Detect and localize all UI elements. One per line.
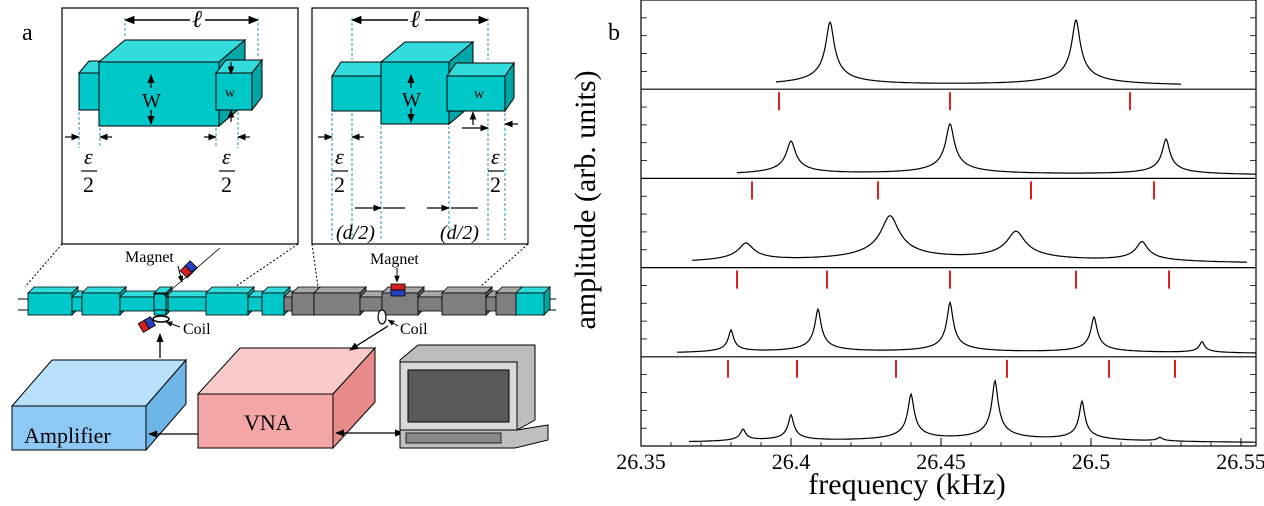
x-tick-label: 26.4 [772, 449, 811, 474]
x-ticks: 26.35 26.4 26.45 26.5 26.55 [616, 438, 1264, 474]
inset-left-length-label: ℓ [192, 7, 202, 33]
plot-area [641, 17, 1257, 443]
coil-label-left: Coil [183, 321, 211, 338]
amplifier-label: Amplifier [24, 423, 111, 448]
x-tick-label: 26.55 [1216, 449, 1264, 474]
inset-right: ℓ W w ε 2 ε 2 (d/2) (d/2) [311, 7, 529, 245]
inset-right-eps-den-2: 2 [490, 172, 501, 197]
chain-block [165, 290, 213, 312]
magnet-right [390, 283, 406, 297]
projection-lines [24, 243, 529, 288]
coil-right-icon [377, 309, 387, 325]
inset-left: ℓ W w ε 2 ε 2 [61, 7, 299, 245]
inset-right-length-label: ℓ [410, 7, 420, 33]
chain-block [27, 286, 79, 316]
inset-right-blocks [331, 40, 515, 126]
vna-box: VNA [196, 346, 377, 450]
magnet-left [163, 247, 221, 297]
coil-label-right: Coil [400, 321, 428, 338]
x-tick-label: 26.35 [616, 449, 666, 474]
coil-left-frame [153, 293, 169, 311]
x-tick-label: 26.5 [1072, 449, 1111, 474]
inset-right-eps-num-1: ε [335, 144, 344, 169]
spectrum-line [776, 19, 1182, 85]
coil-left-icon [152, 315, 170, 323]
resonator-chain [18, 286, 556, 316]
spectrum-line [736, 122, 1257, 175]
spectrum-line [692, 215, 1247, 263]
magnet-label-left: Magnet [125, 249, 174, 266]
computer-icon [399, 344, 549, 449]
inset-right-half-d-1: (d/2) [336, 222, 375, 244]
inset-right-eps-num-2: ε [491, 144, 500, 169]
inset-right-eps-den-1: 2 [334, 172, 345, 197]
panel-a-label: a [22, 20, 33, 46]
chain-block [81, 286, 127, 316]
spectrum-line [689, 379, 1256, 443]
inset-left-blocks [77, 38, 264, 128]
inset-left-eps-den-1: 2 [83, 172, 94, 197]
inset-right-half-d-2: (d/2) [440, 222, 479, 244]
plot-frame [640, 0, 1257, 447]
inset-left-eps-num-1: ε [84, 144, 93, 169]
inset-right-big-width: W [402, 89, 421, 111]
inset-left-eps-num-2: ε [222, 144, 231, 169]
inset-left-big-width: W [142, 90, 161, 112]
chain-block [313, 286, 367, 316]
inset-left-eps-den-2: 2 [221, 172, 232, 197]
magnet-label-right: Magnet [370, 251, 419, 268]
panel-b-label: b [608, 20, 620, 46]
inset-right-small-width: w [474, 87, 485, 102]
vna-label: VNA [244, 410, 292, 435]
y-axis-label: amplitude (arb. units) [569, 70, 602, 329]
amplifier-box: Amplifier [10, 358, 188, 452]
magnet-left-bottom [137, 316, 156, 333]
x-tick-label: 26.45 [916, 449, 966, 474]
inset-left-small-width: w [225, 86, 236, 101]
spectrum-line [677, 300, 1256, 354]
x-axis-label: frequency (kHz) [808, 468, 1005, 501]
chain-block [515, 286, 551, 316]
chain-block [205, 286, 255, 316]
chain-block [441, 286, 493, 316]
